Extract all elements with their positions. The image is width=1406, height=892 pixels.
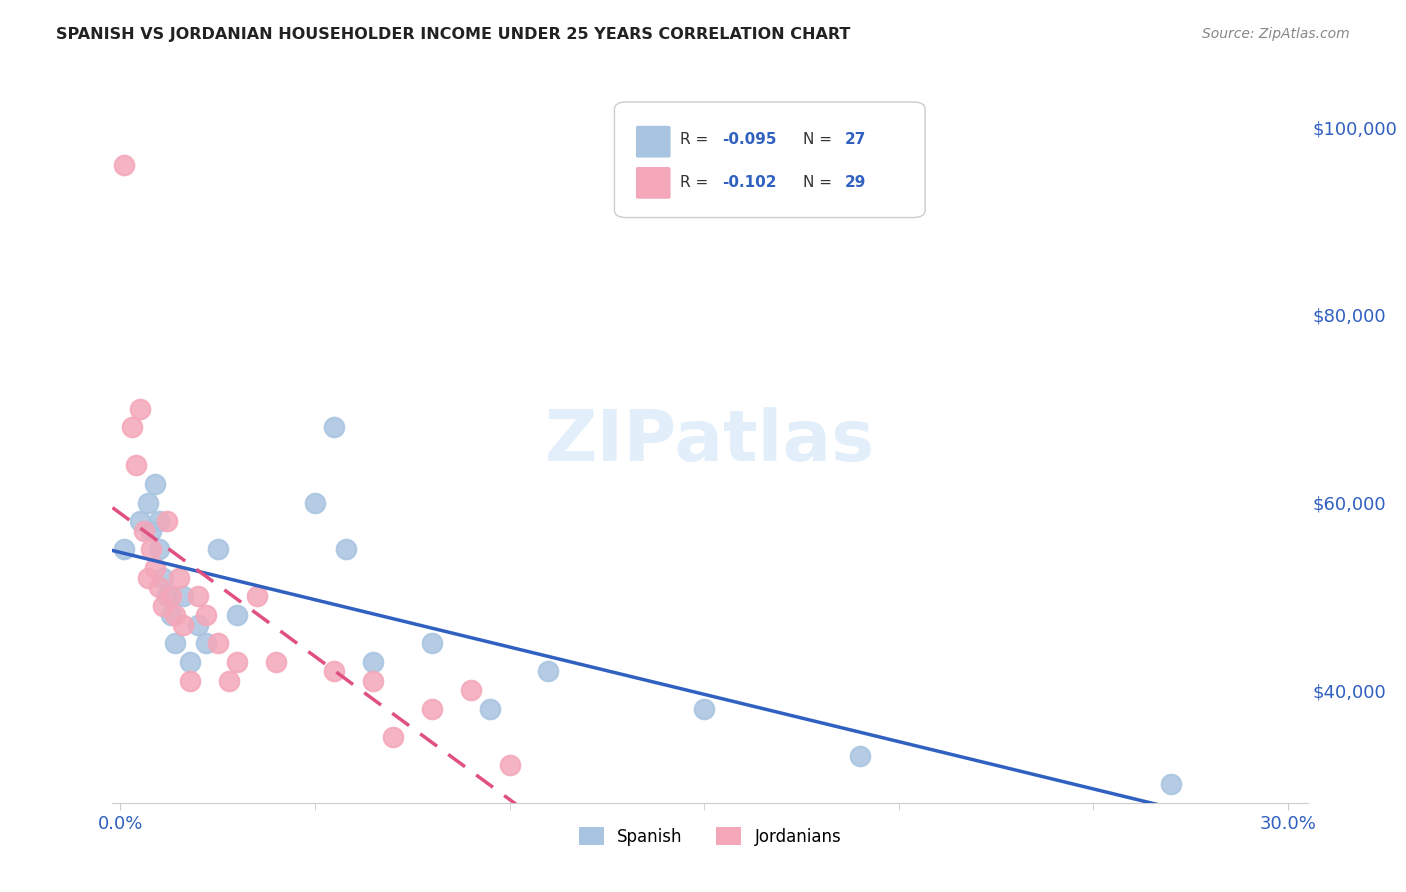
Legend: Spanish, Jordanians: Spanish, Jordanians [572, 821, 848, 852]
Point [156, 590, 179, 604]
Point [226, 655, 249, 669]
Point [132, 524, 155, 538]
Point [125, 458, 148, 472]
Point [148, 580, 170, 594]
Point [323, 420, 346, 434]
Point [264, 655, 287, 669]
Point [128, 401, 150, 416]
Point [849, 748, 872, 763]
Point [207, 636, 229, 650]
Point [420, 702, 443, 716]
Text: R =: R = [681, 132, 713, 147]
Point [143, 561, 166, 575]
Text: 29: 29 [845, 176, 866, 190]
Text: Source: ZipAtlas.com: Source: ZipAtlas.com [1202, 27, 1350, 41]
Point [163, 636, 186, 650]
Point [156, 514, 179, 528]
Point [187, 617, 209, 632]
Point [693, 702, 716, 716]
Point [152, 599, 174, 613]
Point [1160, 777, 1182, 791]
Point [172, 590, 194, 604]
Point [136, 571, 159, 585]
Point [420, 636, 443, 650]
Point [143, 476, 166, 491]
Point [148, 542, 170, 557]
Point [160, 590, 183, 604]
Point [136, 495, 159, 509]
Point [218, 673, 240, 688]
Point [121, 420, 143, 434]
Point [128, 514, 150, 528]
FancyBboxPatch shape [614, 102, 925, 218]
Point [304, 495, 326, 509]
Text: N =: N = [803, 132, 837, 147]
Text: ZIPatlas: ZIPatlas [546, 407, 875, 476]
Point [187, 590, 209, 604]
FancyBboxPatch shape [636, 126, 671, 158]
Point [226, 608, 249, 623]
Point [163, 608, 186, 623]
Text: R =: R = [681, 176, 713, 190]
Point [112, 542, 135, 557]
Point [112, 158, 135, 172]
Text: 27: 27 [845, 132, 866, 147]
Point [167, 571, 190, 585]
Point [141, 524, 163, 538]
Point [172, 617, 194, 632]
Point [179, 673, 201, 688]
Point [537, 665, 560, 679]
Point [363, 673, 385, 688]
Point [160, 608, 183, 623]
Text: -0.102: -0.102 [723, 176, 776, 190]
Point [479, 702, 502, 716]
Point [207, 542, 229, 557]
Point [152, 571, 174, 585]
Point [335, 542, 357, 557]
Point [194, 636, 217, 650]
Point [194, 608, 217, 623]
Point [381, 730, 404, 744]
Point [498, 758, 520, 772]
FancyBboxPatch shape [636, 167, 671, 199]
Point [460, 683, 482, 698]
Text: -0.095: -0.095 [723, 132, 776, 147]
Point [148, 514, 170, 528]
Point [323, 665, 346, 679]
Point [363, 655, 385, 669]
Point [245, 590, 267, 604]
Text: SPANISH VS JORDANIAN HOUSEHOLDER INCOME UNDER 25 YEARS CORRELATION CHART: SPANISH VS JORDANIAN HOUSEHOLDER INCOME … [56, 27, 851, 42]
Text: N =: N = [803, 176, 837, 190]
Point [179, 655, 201, 669]
Point [141, 542, 163, 557]
